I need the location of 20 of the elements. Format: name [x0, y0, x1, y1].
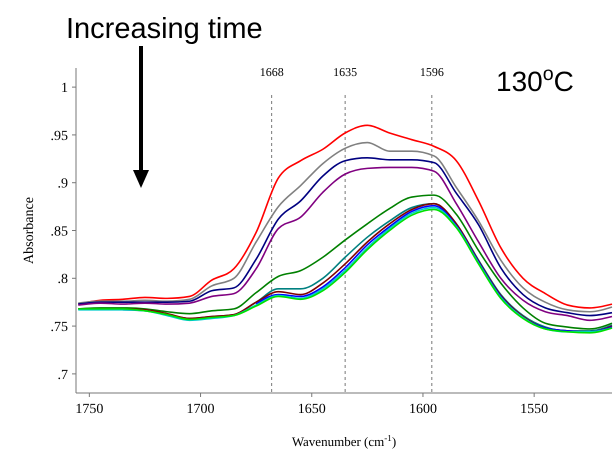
- ref-line-label: 1596: [420, 65, 444, 79]
- ref-line-label: 1635: [333, 65, 358, 79]
- x-tick-label: 1550: [520, 402, 548, 417]
- annotation: 130$^{o}$C: [496, 63, 574, 97]
- y-tick-label: .8: [58, 272, 68, 288]
- x-tick-label: 1650: [298, 402, 326, 417]
- y-tick-label: .85: [50, 224, 68, 240]
- x-tick-label: 1750: [75, 402, 104, 417]
- y-tick-label: 1: [61, 81, 68, 96]
- y-axis-title: Absorbance: [22, 197, 37, 264]
- x-tick-label: 1700: [186, 402, 215, 417]
- x-tick-label: 1600: [408, 402, 437, 417]
- line-series: [255, 204, 613, 333]
- y-tick-label: .75: [50, 320, 68, 335]
- y-tick-label: .7: [58, 368, 68, 383]
- y-tick-label: .9: [58, 176, 68, 192]
- ref-line-label: 1668: [260, 65, 284, 79]
- y-tick-label: .95: [50, 128, 68, 144]
- text: Increasing time: [66, 13, 263, 45]
- x-axis-title: Wavenumber (cm$^{-1}$): [292, 433, 396, 449]
